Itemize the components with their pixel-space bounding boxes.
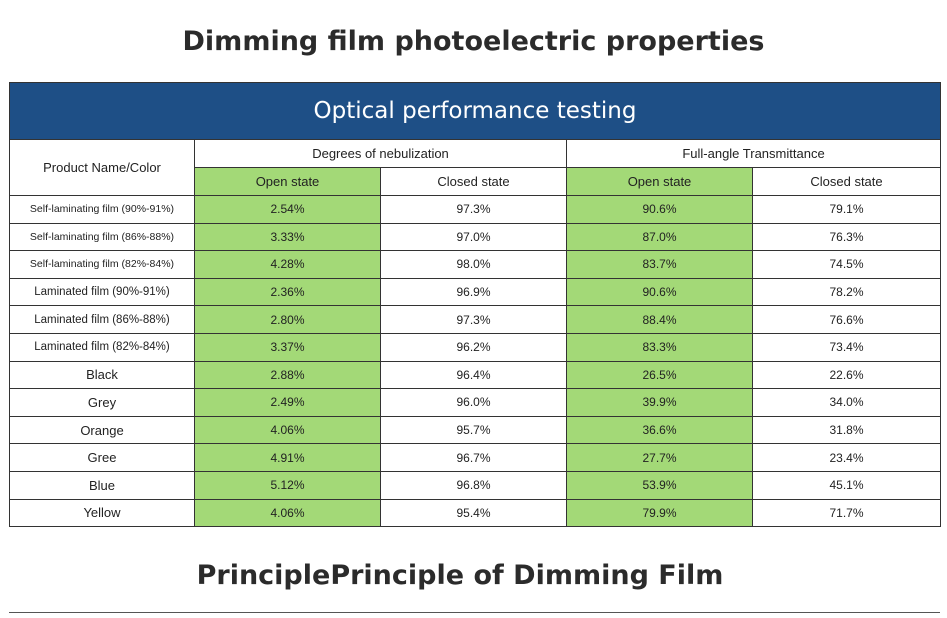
table-row: Laminated film (90%-91%) 2.36% 96.9% 90.6% 7… <box>9 277 941 307</box>
table-banner: Optical performance testing <box>9 82 941 140</box>
product-name-cell: Gree <box>9 443 195 472</box>
product-name-header: Product Name/Color <box>9 139 195 196</box>
footer-title: PrinciplePrinciple of Dimming Film <box>196 560 724 591</box>
table-row: Self-laminating film (86%-88%) 3.33% 97.0%… <box>9 222 941 252</box>
transmittance-open-cell: 83.7% <box>566 250 753 279</box>
table-row: Black 2.88% 96.4% 26.5% 22.6% <box>9 360 941 390</box>
optical-performance-table-container: Optical performance testing Product Name… <box>9 82 941 528</box>
transmittance-open-cell: 83.3% <box>566 332 753 362</box>
nebulization-open-cell: 4.28% <box>194 250 381 279</box>
transmittance-group-header: Full-angle Transmittance <box>566 139 941 168</box>
transmittance-closed-cell: 31.8% <box>752 415 941 445</box>
product-name-cell: Laminated film (90%-91%) <box>9 277 195 307</box>
nebulization-closed-cell: 96.4% <box>380 360 567 390</box>
transmittance-closed-cell: 73.4% <box>752 332 941 362</box>
nebulization-closed-cell: 96.8% <box>380 470 567 500</box>
nebulization-open-cell: 4.06% <box>194 498 381 528</box>
nebulization-open-cell: 5.12% <box>194 470 381 500</box>
table-row: Grey 2.49% 96.0% 39.9% 34.0% <box>9 388 941 417</box>
transmittance-closed-cell: 76.3% <box>752 222 941 252</box>
nebulization-open-cell: 4.91% <box>194 443 381 472</box>
nebulization-closed-cell: 96.7% <box>380 443 567 472</box>
nebulization-closed-cell: 97.0% <box>380 222 567 252</box>
nebulization-group-header: Degrees of nebulization <box>194 139 567 168</box>
nebulization-closed-cell: 96.2% <box>380 332 567 362</box>
nebulization-open-header: Open state <box>194 167 381 196</box>
transmittance-open-cell: 27.7% <box>566 443 753 472</box>
nebulization-closed-cell: 95.4% <box>380 498 567 528</box>
transmittance-closed-cell: 74.5% <box>752 250 941 279</box>
transmittance-open-cell: 39.9% <box>566 388 753 417</box>
table-row: Blue 5.12% 96.8% 53.9% 45.1% <box>9 470 941 500</box>
product-name-cell: Black <box>9 360 195 390</box>
table-row: Self-laminating film (90%-91%) 2.54% 97.3%… <box>9 195 941 224</box>
nebulization-open-cell: 3.33% <box>194 222 381 252</box>
product-name-cell: Self-laminating film (86%-88%) <box>9 222 195 252</box>
table-row: Gree 4.91% 96.7% 27.7% 23.4% <box>9 443 941 472</box>
nebulization-closed-cell: 96.9% <box>380 277 567 307</box>
nebulization-open-cell: 2.49% <box>194 388 381 417</box>
nebulization-open-cell: 2.54% <box>194 195 381 224</box>
product-name-cell: Self-laminating film (82%-84%) <box>9 250 195 279</box>
table-body: Self-laminating film (90%-91%) 2.54% 97.3%… <box>9 195 941 528</box>
nebulization-closed-header: Closed state <box>380 167 567 196</box>
transmittance-closed-cell: 23.4% <box>752 443 941 472</box>
table-row: Self-laminating film (82%-84%) 4.28% 98.0%… <box>9 250 941 279</box>
product-name-cell: Orange <box>9 415 195 445</box>
transmittance-closed-header: Closed state <box>752 167 941 196</box>
nebulization-closed-cell: 95.7% <box>380 415 567 445</box>
transmittance-open-cell: 87.0% <box>566 222 753 252</box>
table-row: Yellow 4.06% 95.4% 79.9% 71.7% <box>9 498 941 528</box>
transmittance-closed-cell: 79.1% <box>752 195 941 224</box>
transmittance-closed-cell: 34.0% <box>752 388 941 417</box>
transmittance-open-cell: 26.5% <box>566 360 753 390</box>
nebulization-closed-cell: 97.3% <box>380 195 567 224</box>
product-name-cell: Yellow <box>9 498 195 528</box>
nebulization-closed-cell: 97.3% <box>380 305 567 334</box>
product-name-cell: Blue <box>9 470 195 500</box>
nebulization-open-cell: 3.37% <box>194 332 381 362</box>
nebulization-open-cell: 2.88% <box>194 360 381 390</box>
product-name-cell: Self-laminating film (90%-91%) <box>9 195 195 224</box>
table-row: Laminated film (86%-88%) 2.80% 97.3% 88.4% 7… <box>9 305 941 334</box>
page-title: Dimming film photoelectric properties <box>182 26 765 57</box>
product-name-cell: Laminated film (82%-84%) <box>9 332 195 362</box>
nebulization-closed-cell: 98.0% <box>380 250 567 279</box>
transmittance-open-cell: 90.6% <box>566 277 753 307</box>
transmittance-closed-cell: 71.7% <box>752 498 941 528</box>
transmittance-closed-cell: 78.2% <box>752 277 941 307</box>
product-name-cell: Grey <box>9 388 195 417</box>
bottom-divider <box>9 612 940 613</box>
product-name-cell: Laminated film (86%-88%) <box>9 305 195 334</box>
transmittance-open-cell: 88.4% <box>566 305 753 334</box>
nebulization-open-cell: 4.06% <box>194 415 381 445</box>
transmittance-open-header: Open state <box>566 167 753 196</box>
nebulization-open-cell: 2.80% <box>194 305 381 334</box>
transmittance-closed-cell: 22.6% <box>752 360 941 390</box>
transmittance-open-cell: 36.6% <box>566 415 753 445</box>
transmittance-closed-cell: 45.1% <box>752 470 941 500</box>
optical-performance-table: Optical performance testing Product Name… <box>9 82 941 528</box>
transmittance-open-cell: 90.6% <box>566 195 753 224</box>
transmittance-open-cell: 53.9% <box>566 470 753 500</box>
transmittance-open-cell: 79.9% <box>566 498 753 528</box>
nebulization-closed-cell: 96.0% <box>380 388 567 417</box>
nebulization-open-cell: 2.36% <box>194 277 381 307</box>
table-row: Laminated film (82%-84%) 3.37% 96.2% 83.3% 7… <box>9 332 941 362</box>
transmittance-closed-cell: 76.6% <box>752 305 941 334</box>
table-row: Orange 4.06% 95.7% 36.6% 31.8% <box>9 415 941 445</box>
